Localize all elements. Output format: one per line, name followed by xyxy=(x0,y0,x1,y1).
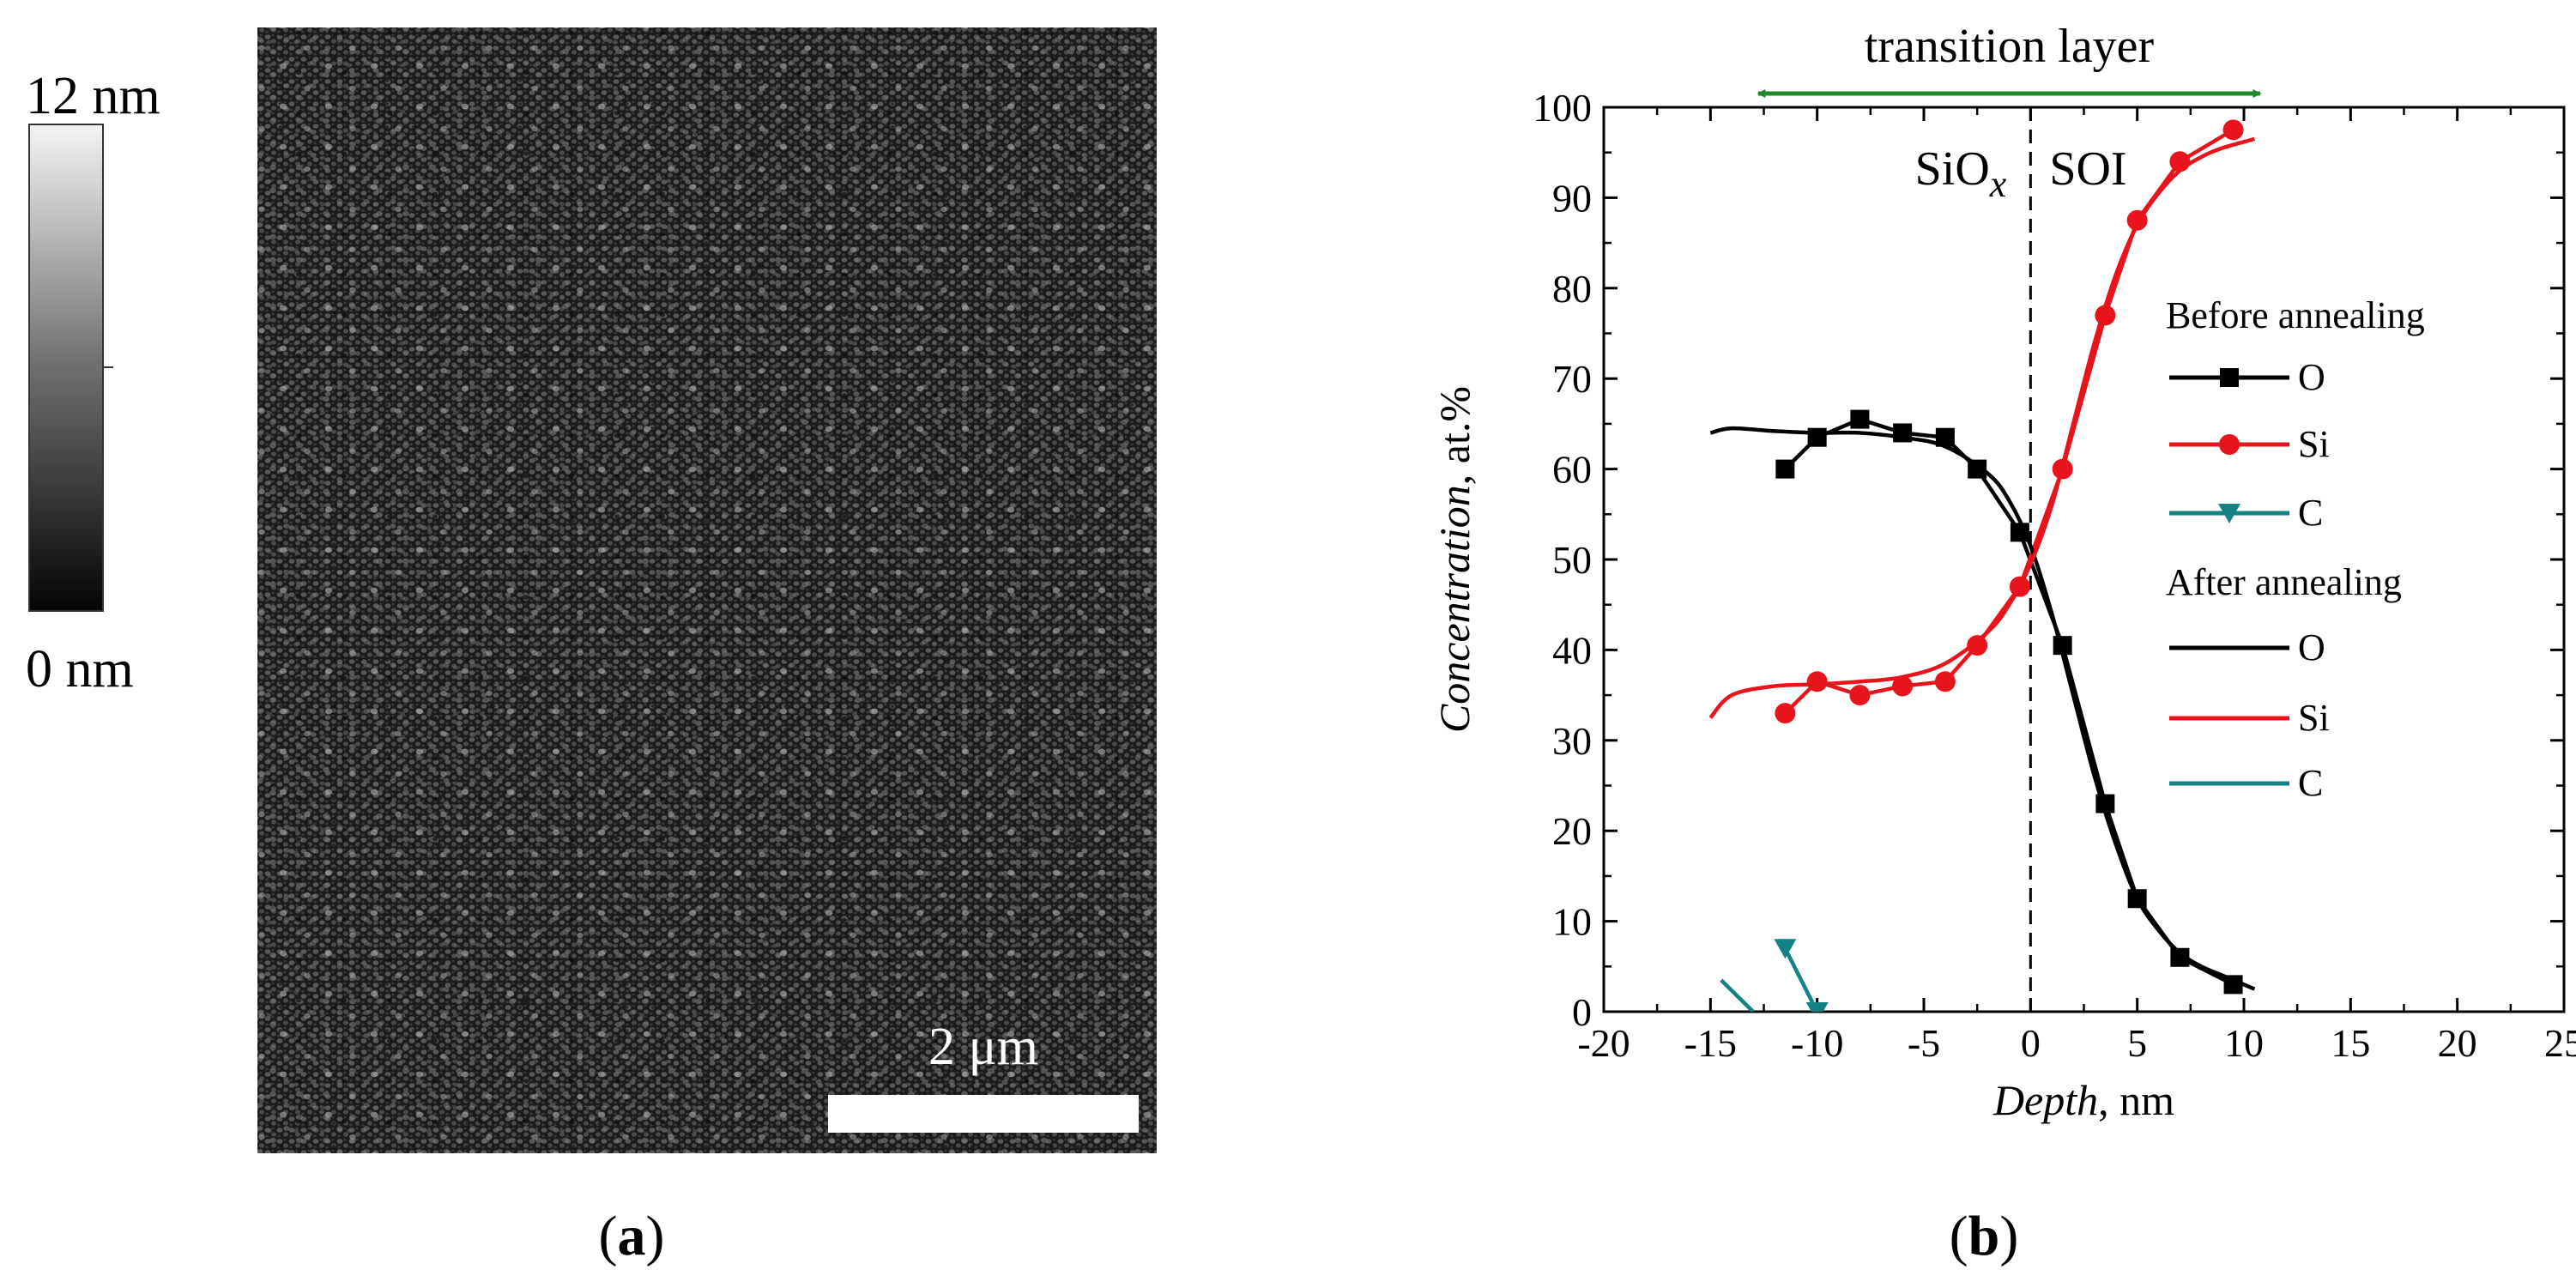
x-axis-label-unit: , nm xyxy=(2098,1076,2174,1124)
y-axis-label-name: Concentration xyxy=(1430,485,1478,733)
x-tick-label: -5 xyxy=(1908,1021,1940,1065)
y-tick-label: 20 xyxy=(1552,809,1592,853)
panel-a-letter: a xyxy=(618,1205,646,1267)
scale-bar: 2 μm xyxy=(828,1018,1139,1133)
panel-b: -20 -15 -10 -5 0 5 10 15 20 25 0 10 20 30 40 50 60 70 80 90… xyxy=(1430,20,2576,1267)
panel-a-label: (a) xyxy=(599,1205,665,1267)
y-tick-label: 100 xyxy=(1533,86,1592,130)
panel-b-label: (b) xyxy=(1950,1205,2019,1267)
data-point xyxy=(1775,459,1795,479)
legend-title-after: After annealing xyxy=(2166,561,2402,603)
legend-label: O xyxy=(2298,356,2325,398)
series-after-O xyxy=(1709,426,2256,991)
panel-a: 12 nm 0 nm 2 μm (a) xyxy=(26,27,1157,1267)
series-before-C xyxy=(1774,939,1829,1012)
x-tick-label: -10 xyxy=(1791,1021,1843,1065)
y-tick-label: 80 xyxy=(1552,267,1592,311)
series-after-Si xyxy=(1708,136,2256,719)
y-tick-label: 50 xyxy=(1552,538,1592,582)
data-point xyxy=(1967,635,1988,656)
data-point xyxy=(1935,427,1955,447)
svg-text:(a): (a) xyxy=(599,1205,665,1267)
svg-text:(b): (b) xyxy=(1950,1205,2019,1267)
legend-label: O xyxy=(2298,626,2325,668)
data-point xyxy=(2222,119,2244,141)
series-after-C xyxy=(1720,978,1755,1012)
colorbar-max-label: 12 nm xyxy=(26,67,160,125)
colorbar: 12 nm 0 nm xyxy=(26,67,160,698)
x-tick-label: -15 xyxy=(1684,1021,1737,1065)
data-point xyxy=(1892,675,1914,697)
scale-bar-label: 2 μm xyxy=(928,1018,1038,1076)
data-point xyxy=(1849,685,1871,706)
data-point xyxy=(1774,939,1797,959)
y-tick-label: 0 xyxy=(1572,990,1592,1034)
series-line xyxy=(1783,947,1819,1012)
series-line xyxy=(1720,978,1755,1012)
colorbar-min-label: 0 nm xyxy=(26,640,134,698)
x-tick-label: -20 xyxy=(1577,1021,1630,1065)
region-label-siox-main: SiO xyxy=(1915,142,1990,196)
y-axis-label: Concentration, at.% xyxy=(1430,386,1478,733)
series-line xyxy=(1708,136,2256,719)
data-point xyxy=(1934,671,1956,692)
depth-profile-chart: -20 -15 -10 -5 0 5 10 15 20 25 0 10 20 30 40 50 60 70 80 90… xyxy=(1430,20,2576,1124)
y-axis-label-unit: , at.% xyxy=(1430,386,1478,485)
x-tick-label: 0 xyxy=(2021,1021,2041,1065)
x-tick-label: 5 xyxy=(2127,1021,2147,1065)
y-tick-label: 30 xyxy=(1552,719,1592,763)
transition-layer-label: transition layer xyxy=(1865,20,2155,73)
y-tick-label: 10 xyxy=(1552,900,1592,944)
data-point xyxy=(1850,409,1870,429)
region-label-siox: SiOx xyxy=(1915,142,2007,205)
data-point xyxy=(1806,671,1828,692)
x-tick-label: 10 xyxy=(2224,1021,2264,1065)
x-axis-label-name: Depth xyxy=(1992,1076,2098,1124)
legend-label: Si xyxy=(2298,697,2330,739)
legend-title-before: Before annealing xyxy=(2166,294,2425,336)
legend-label: C xyxy=(2298,492,2323,534)
legend-marker xyxy=(2218,504,2240,523)
legend-label: Si xyxy=(2298,423,2330,465)
data-point xyxy=(1968,459,1987,479)
y-tick-label: 60 xyxy=(1552,448,1592,492)
x-tick-label: 20 xyxy=(2438,1021,2477,1065)
afm-image xyxy=(257,27,1157,1153)
data-point xyxy=(2170,947,2190,967)
x-axis-label: Depth, nm xyxy=(1992,1076,2174,1124)
x-tick-label: 15 xyxy=(2331,1021,2370,1065)
legend-label: C xyxy=(2298,762,2323,804)
series-before-Si xyxy=(1775,119,2244,724)
y-tick-label: 90 xyxy=(1552,176,1592,220)
x-tick-label: 25 xyxy=(2544,1021,2576,1065)
region-label-siox-subscript: x xyxy=(1989,163,2007,205)
legend: Before annealing O Si C After annealing O Si C xyxy=(2166,294,2425,804)
data-point xyxy=(1805,1002,1829,1012)
plot-frame xyxy=(1602,106,2566,1013)
legend-marker xyxy=(2220,368,2239,387)
y-tick-label: 40 xyxy=(1552,628,1592,672)
region-label-soi: SOI xyxy=(2049,142,2126,196)
y-tick-label: 70 xyxy=(1552,357,1592,401)
data-point xyxy=(1775,703,1796,724)
panel-b-letter: b xyxy=(1968,1205,2000,1267)
legend-marker xyxy=(2219,434,2240,455)
series-line xyxy=(1709,426,2256,991)
